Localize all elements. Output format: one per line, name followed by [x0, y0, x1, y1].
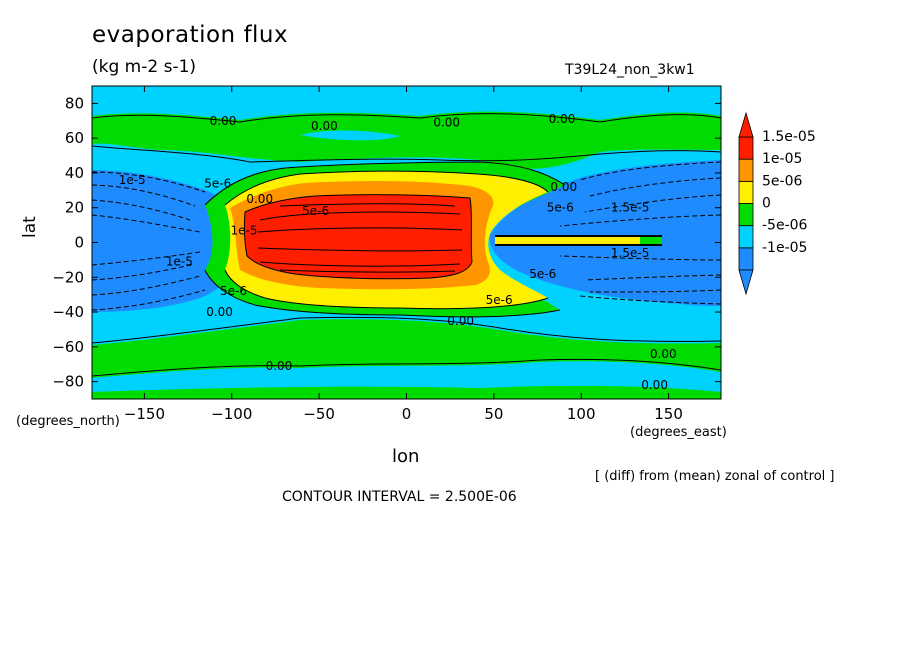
x-tick-label: 50: [484, 405, 503, 423]
x-axis-ticks: −150 −100 −50 0 50 100 150: [124, 86, 683, 423]
contour-label: 0.00: [641, 378, 668, 392]
contour-label: 0.00: [246, 192, 273, 206]
contour-label: 0.00: [206, 305, 233, 319]
legend-arrow-bottom: [738, 269, 754, 296]
contour-label: 5e-6: [302, 204, 329, 218]
field-north-cyan-gap: [300, 130, 400, 141]
contour-label: 0.00: [650, 347, 677, 361]
field-east-blue: [489, 160, 721, 306]
x-tick-label: 0: [402, 405, 412, 423]
y-axis-ticks: 80 60 40 20 0 −20 −40 −60 −80: [52, 94, 721, 391]
field-east-stripe: [495, 236, 660, 245]
field-north-green: [92, 111, 721, 169]
contour-label: 1e-5: [119, 173, 146, 187]
x-tick-label: 150: [654, 405, 683, 423]
field-tropic-red: [244, 194, 472, 279]
contour-label: 5e-6: [220, 284, 247, 298]
contour-label: 0.00: [550, 180, 577, 194]
legend-label: -1e-05: [762, 240, 807, 256]
contour-label: 1.5e-5: [611, 246, 649, 260]
legend-swatch: [738, 247, 754, 271]
legend: 1.5e-05 1e-05 5e-06 0 -5e-06 -1e-05: [738, 111, 816, 296]
legend-label: 1.5e-05: [762, 129, 816, 145]
contour-lines: [92, 113, 721, 377]
equatorial-stripe-lines: [495, 235, 662, 246]
x-axis-label: lon: [392, 446, 420, 467]
legend-swatch: [738, 158, 754, 182]
x-tick-label: −100: [211, 405, 252, 423]
y-tick-label: 40: [65, 164, 84, 182]
negative-contour-lines: [92, 161, 721, 311]
contour-label: 5e-6: [547, 201, 574, 215]
run-label: T39L24_non_3kw1: [565, 62, 695, 78]
contour-label: 0.00: [549, 112, 576, 126]
y-tick-label: −20: [52, 268, 84, 286]
y-axis-unit: (degrees_north): [16, 414, 120, 429]
y-tick-label: 80: [65, 94, 84, 112]
y-axis-label: lat: [20, 216, 40, 238]
field-south-green-strip: [92, 385, 721, 399]
contour-label: 0.00: [210, 114, 237, 128]
x-tick-label: −150: [124, 405, 165, 423]
chart-units: (kg m-2 s-1): [92, 57, 197, 77]
legend-swatch: [738, 180, 754, 204]
legend-swatch: [738, 203, 754, 227]
y-tick-label: −60: [52, 338, 84, 356]
legend-swatch: [738, 225, 754, 249]
legend-swatch: [738, 136, 754, 160]
y-tick-label: 20: [65, 199, 84, 217]
y-tick-label: 60: [65, 129, 84, 147]
diff-note: [ (diff) from (mean) zonal of control ]: [595, 469, 835, 484]
contour-label: 0.00: [433, 116, 460, 130]
y-tick-label: 0: [74, 234, 84, 252]
contour-label: 5e-6: [204, 176, 231, 190]
legend-label: 0: [762, 196, 771, 212]
chart-title: evaporation flux: [92, 22, 289, 48]
field-east-stripe-green: [640, 236, 662, 245]
x-axis-unit: (degrees_east): [630, 425, 727, 440]
y-tick-label: −80: [52, 373, 84, 391]
legend-label: 5e-06: [762, 173, 802, 189]
contour-label: 0.00: [266, 359, 293, 373]
legend-label: 1e-05: [762, 151, 802, 167]
contour-labels: 0.00 0.00 0.00 0.00 0.00 1e-5 5e-6 0.00 5e-6 1e-5…: [119, 112, 677, 392]
contour-label: 1.5e-5: [611, 201, 649, 215]
legend-arrow-top: [738, 111, 754, 138]
x-tick-label: −50: [303, 405, 335, 423]
contour-label: 5e-6: [529, 267, 556, 281]
contour-interval: CONTOUR INTERVAL = 2.500E-06: [282, 489, 517, 505]
contour-label: 1e-5: [231, 223, 258, 237]
x-tick-label: 100: [567, 405, 596, 423]
contour-label: 0.00: [311, 119, 338, 133]
legend-label: -5e-06: [762, 218, 808, 234]
y-tick-label: −40: [52, 303, 84, 321]
contour-label: 0.00: [447, 314, 474, 328]
contour-label: 1e-5: [166, 255, 193, 269]
contour-label: 5e-6: [486, 293, 513, 307]
